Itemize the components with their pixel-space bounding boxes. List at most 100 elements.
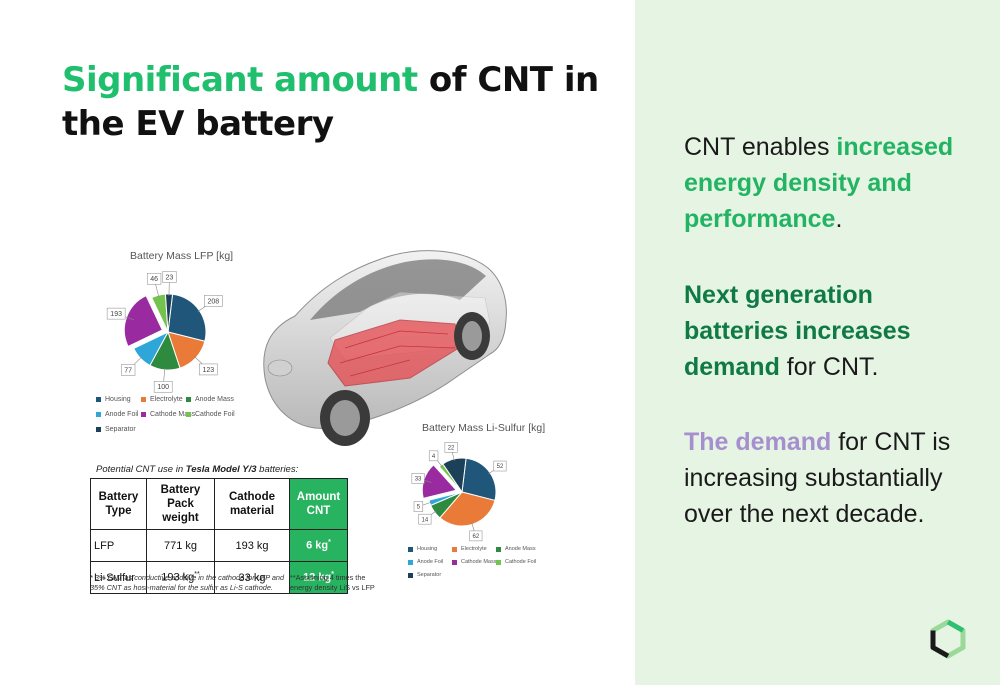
title-accent: Significant amount (62, 60, 418, 100)
data-label-box (153, 380, 173, 393)
legend-label: Anode Foil (417, 559, 444, 565)
pack-mark: ** (194, 571, 200, 579)
legend-item: Cathode Foil (186, 411, 235, 418)
data-label: 33 (415, 477, 422, 483)
legend-swatch (186, 412, 191, 417)
data-label-box (418, 513, 432, 525)
data-label: 52 (497, 464, 504, 470)
cnt-value: 6 kg (306, 539, 329, 552)
header-battery-type: Battery Type (90, 478, 147, 530)
data-label: 123 (202, 367, 214, 374)
p1-highlight: increased energy density and performance (684, 133, 954, 233)
p1-text: CNT enables (684, 133, 837, 161)
table-row: Li-Sulfur 193 kg** 33 kg 12 kg* (90, 561, 348, 594)
data-label-box (413, 501, 424, 512)
caption-pre: Potential CNT use in (96, 464, 186, 475)
cell-cnt: 12 kg* (289, 561, 348, 594)
legend-label: Electrolyte (150, 396, 183, 403)
p2-highlight: Next generation batteries increases dema… (684, 281, 911, 381)
legend-label: Anode Mass (505, 546, 536, 552)
pack-value: 193 kg (161, 571, 195, 584)
legend-item: Housing (408, 546, 437, 552)
data-label: 14 (422, 517, 429, 523)
lis-pie-svg: 52 62 145 33 4 22 (411, 442, 507, 542)
lfp-legend: Housing Electrolyte Anode Mass Anode Foil Ca… (96, 396, 266, 436)
data-label: 4 (432, 454, 436, 460)
legend-item: Anode Foil (408, 559, 443, 565)
cnt-mark: * (331, 571, 334, 579)
legend-swatch (141, 412, 146, 417)
legend-swatch (496, 559, 501, 565)
lis-chart-title: Battery Mass Li-Sulfur [kg] (422, 422, 546, 434)
legend-swatch (96, 427, 101, 432)
header-cathode: Cathode material (214, 478, 290, 530)
legend-item: Separator (96, 426, 136, 433)
cell-cathode: 193 kg (214, 529, 290, 562)
lfp-pie-svg: 208 123 100 77 193 46 23 (106, 271, 223, 393)
data-label-box (204, 295, 223, 307)
table-header-row: Battery Type Battery Pack weight Cathode… (90, 478, 348, 530)
caption-post: batteries: (256, 464, 299, 475)
legend-swatch (452, 559, 457, 565)
legend-swatch (141, 397, 146, 402)
data-label-box (106, 307, 126, 320)
lis-chart: Battery Mass Li-Sulfur [kg] 52 62 14 5 33 4 22… (400, 420, 545, 586)
legend-swatch (186, 397, 191, 402)
caption-bold: Tesla Model Y/3 (185, 464, 257, 475)
legend-swatch (496, 546, 501, 552)
data-label-box (121, 364, 136, 376)
data-label-box (146, 272, 162, 285)
legend-item: Electrolyte (141, 396, 183, 403)
cell-pack: 193 kg** (146, 561, 215, 594)
right-panel: CNT enables increased energy density and… (635, 0, 1000, 685)
legend-item: Anode Mass (496, 546, 536, 552)
data-label: 208 (207, 298, 219, 305)
data-label-box (411, 473, 425, 484)
legend-label: Cathode Mass (461, 559, 497, 565)
legend-item: Anode Foil (96, 411, 138, 418)
legend-label: Anode Foil (105, 411, 139, 418)
legend-item: Cathode Foil (496, 559, 536, 565)
data-label-box (162, 271, 177, 283)
lfp-chart-title: Battery Mass LFP [kg] (130, 250, 234, 262)
legend-swatch (408, 572, 413, 578)
data-label-box (469, 530, 483, 542)
legend-item: Separator (408, 572, 441, 578)
legend-item: Electrolyte (452, 546, 487, 552)
cell-cathode: 33 kg (214, 561, 290, 594)
cell-type: Li-Sulfur (90, 561, 147, 594)
legend-label: Cathode Foil (195, 411, 235, 418)
legend-label: Cathode Mass (150, 411, 196, 418)
cell-cnt: 6 kg* (289, 529, 348, 562)
legend-label: Cathode Foil (505, 559, 537, 565)
data-label-box (444, 442, 458, 453)
lis-legend: Housing Electrolyte Anode Mass Anode Foil Ca… (408, 546, 538, 586)
legend-label: Separator (417, 572, 442, 578)
title-rest: of CNT in the EV battery (62, 60, 599, 144)
data-label-box (198, 363, 218, 376)
legend-label: Electrolyte (461, 546, 487, 552)
legend-swatch (452, 546, 457, 552)
legend-item: Housing (96, 396, 131, 403)
p3-text: for CNT is increasing substantially over… (684, 428, 951, 528)
legend-swatch (408, 559, 413, 565)
data-label: 77 (124, 367, 132, 374)
table-row: LFP 771 kg 193 kg 6 kg* (90, 529, 348, 562)
lfp-chart: Battery Mass LFP [kg] 208 123 100 77 193 46 23… (90, 248, 250, 443)
logo-hexagon-icon (930, 619, 966, 659)
table-caption: Potential CNT use in Tesla Model Y/3 bat… (96, 464, 298, 475)
legend-label: Housing (417, 546, 438, 552)
data-label: 23 (166, 274, 174, 281)
footnote-2: **Assuming 4 times the energy density Li… (290, 573, 375, 592)
data-label: 62 (472, 534, 479, 540)
data-label: 22 (448, 445, 455, 451)
cnt-table: Battery Type Battery Pack weight Cathode… (90, 478, 348, 594)
data-label-box (428, 450, 439, 462)
cnt-mark: * (328, 539, 331, 547)
car-illustration (263, 250, 507, 446)
point-next-gen: Next generation batteries increases dema… (684, 277, 984, 385)
data-label: 100 (157, 384, 169, 391)
data-label: 46 (150, 276, 158, 283)
legend-swatch (408, 546, 413, 552)
p1-end: . (835, 205, 843, 233)
